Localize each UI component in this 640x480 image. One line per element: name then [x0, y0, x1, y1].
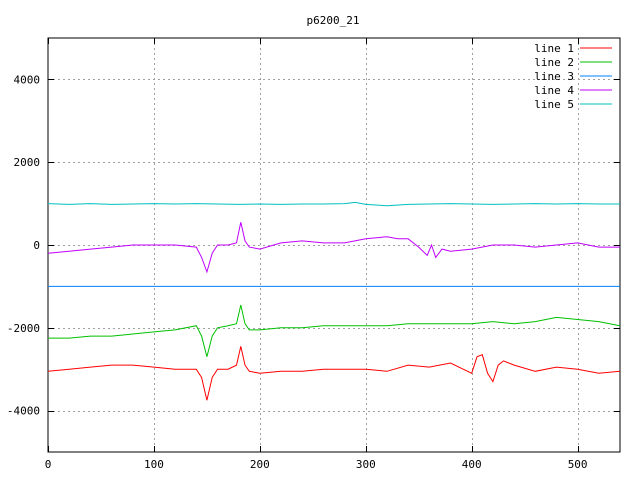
x-tick-label: 500 — [568, 458, 588, 471]
y-tick-label: -2000 — [7, 322, 40, 335]
legend-label-4: line 4 — [534, 84, 574, 97]
x-tick-label: 0 — [45, 458, 52, 471]
axis-ticks: 0 100 200 300 400 500 -4000 -2000 0 2000 4000 — [7, 38, 620, 471]
chart-title: p6200_21 — [307, 14, 360, 27]
x-tick-label: 400 — [462, 458, 482, 471]
y-tick-label: 0 — [33, 239, 40, 252]
y-tick-label: -4000 — [7, 405, 40, 418]
x-tick-label: 200 — [250, 458, 270, 471]
legend-label-1: line 1 — [534, 42, 574, 55]
series-line-2 — [48, 304, 621, 357]
series-line-1 — [47, 346, 621, 401]
series-group — [47, 201, 621, 401]
x-tick-label: 300 — [356, 458, 376, 471]
y-tick-label: 4000 — [14, 73, 41, 86]
series-line-4 — [47, 222, 620, 274]
legend-label-5: line 5 — [534, 98, 574, 111]
series-line-5 — [47, 201, 620, 207]
legend-label-2: line 2 — [534, 56, 574, 69]
legend-label-3: line 3 — [534, 70, 574, 83]
y-tick-label: 2000 — [14, 156, 41, 169]
x-tick-label: 100 — [144, 458, 164, 471]
